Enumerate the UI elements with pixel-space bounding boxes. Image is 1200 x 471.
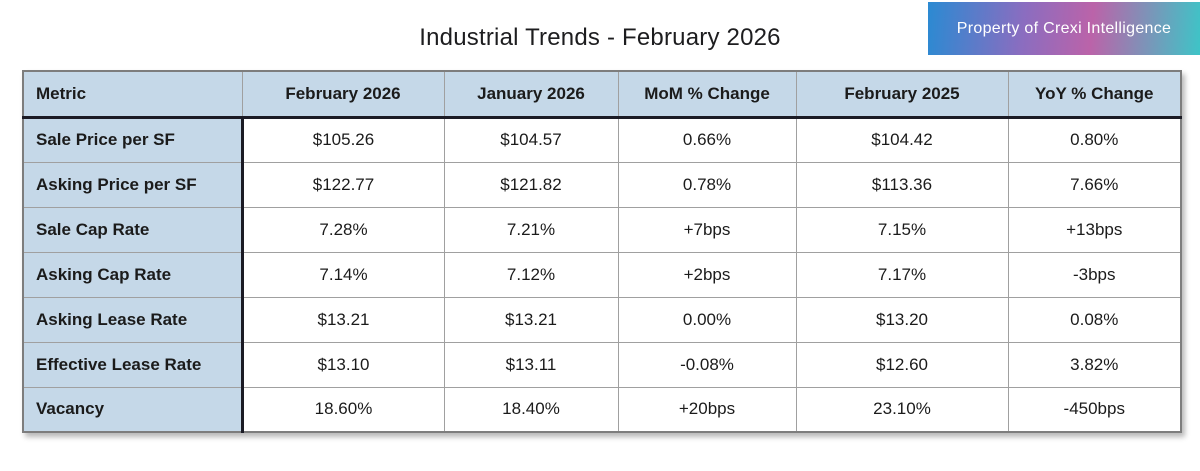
cell-value: 7.17%: [795, 251, 1009, 298]
column-header-january-2026: January 2026: [443, 70, 619, 119]
cell-value: $121.82: [443, 161, 619, 208]
cell-value: 7.66%: [1007, 161, 1182, 208]
table-row-sale-price-per-sf: Sale Price per SF $105.26 $104.57 0.66% …: [22, 116, 1182, 163]
cell-value: +13bps: [1007, 206, 1182, 253]
cell-value: +7bps: [617, 206, 797, 253]
cell-value: 0.80%: [1007, 116, 1182, 163]
cell-value: 0.08%: [1007, 296, 1182, 343]
cell-value: $13.11: [443, 341, 619, 388]
table-row-asking-cap-rate: Asking Cap Rate 7.14% 7.12% +2bps 7.17% …: [22, 251, 1182, 298]
crexi-intelligence-badge: Property of Crexi Intelligence: [928, 2, 1200, 55]
table-row-effective-lease-rate: Effective Lease Rate $13.10 $13.11 -0.08…: [22, 341, 1182, 388]
metric-label: Sale Price per SF: [22, 116, 244, 163]
cell-value: $104.42: [795, 116, 1009, 163]
cell-value: 7.28%: [241, 206, 445, 253]
cell-value: 7.21%: [443, 206, 619, 253]
page-title: Industrial Trends - February 2026: [419, 24, 781, 51]
cell-value: $13.21: [443, 296, 619, 343]
metric-label: Asking Lease Rate: [22, 296, 244, 343]
table-row-sale-cap-rate: Sale Cap Rate 7.28% 7.21% +7bps 7.15% +1…: [22, 206, 1182, 253]
table-row-vacancy: Vacancy 18.60% 18.40% +20bps 23.10% -450…: [22, 386, 1182, 433]
cell-value: 3.82%: [1007, 341, 1182, 388]
cell-value: 7.12%: [443, 251, 619, 298]
cell-value: 0.78%: [617, 161, 797, 208]
cell-value: 0.00%: [617, 296, 797, 343]
cell-value: $104.57: [443, 116, 619, 163]
cell-value: $12.60: [795, 341, 1009, 388]
badge-label: Property of Crexi Intelligence: [956, 19, 1172, 37]
cell-value: $13.21: [241, 296, 445, 343]
cell-value: $13.10: [241, 341, 445, 388]
cell-value: 0.66%: [617, 116, 797, 163]
column-header-february-2026: February 2026: [241, 70, 445, 119]
industrial-trends-table: Metric February 2026 January 2026 MoM % …: [22, 70, 1182, 433]
cell-value: $13.20: [795, 296, 1009, 343]
cell-value: 7.15%: [795, 206, 1009, 253]
cell-value: $113.36: [795, 161, 1009, 208]
cell-value: $105.26: [241, 116, 445, 163]
metric-label: Asking Price per SF: [22, 161, 244, 208]
cell-value: 23.10%: [795, 386, 1009, 433]
cell-value: -0.08%: [617, 341, 797, 388]
cell-value: 7.14%: [241, 251, 445, 298]
table-row-asking-lease-rate: Asking Lease Rate $13.21 $13.21 0.00% $1…: [22, 296, 1182, 343]
cell-value: 18.40%: [443, 386, 619, 433]
table-row-asking-price-per-sf: Asking Price per SF $122.77 $121.82 0.78…: [22, 161, 1182, 208]
metric-label: Vacancy: [22, 386, 244, 433]
header-row: Metric February 2026 January 2026 MoM % …: [22, 70, 1182, 119]
cell-value: -450bps: [1007, 386, 1182, 433]
column-header-mom-change: MoM % Change: [617, 70, 797, 119]
column-header-yoy-change: YoY % Change: [1007, 70, 1182, 119]
metric-label: Sale Cap Rate: [22, 206, 244, 253]
metric-label: Effective Lease Rate: [22, 341, 244, 388]
cell-value: -3bps: [1007, 251, 1182, 298]
cell-value: +2bps: [617, 251, 797, 298]
trends-table-container: Metric February 2026 January 2026 MoM % …: [22, 70, 1182, 433]
column-header-february-2025: February 2025: [795, 70, 1009, 119]
cell-value: 18.60%: [241, 386, 445, 433]
column-header-metric: Metric: [22, 70, 243, 119]
metric-label: Asking Cap Rate: [22, 251, 244, 298]
cell-value: $122.77: [241, 161, 445, 208]
cell-value: +20bps: [617, 386, 797, 433]
